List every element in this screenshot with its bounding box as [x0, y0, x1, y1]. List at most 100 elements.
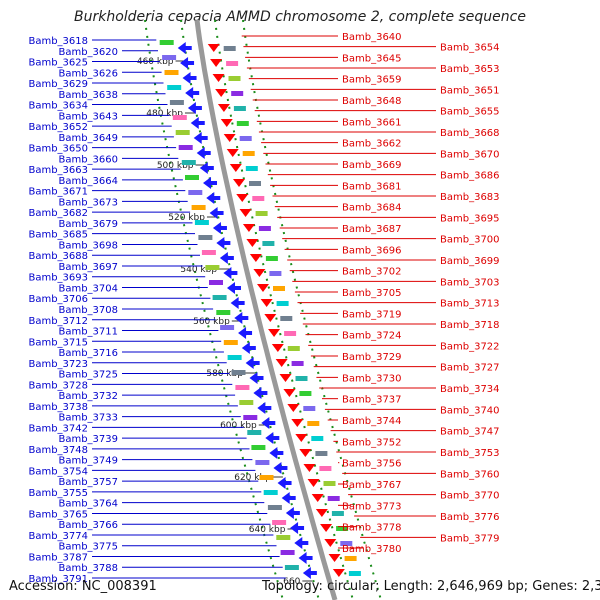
gene-label-right: Bamb_3773: [342, 501, 402, 512]
reverse-gene-arrow: [303, 464, 316, 472]
gene-label-left: Bamb_3685: [28, 230, 88, 241]
reverse-gene-arrow: [246, 239, 259, 247]
gene-label-left: Bamb_3739: [58, 434, 118, 445]
gene-label-right: Bamb_3780: [342, 544, 402, 555]
feature-block: [269, 271, 282, 276]
gene-label-right: Bamb_3730: [342, 373, 402, 384]
reverse-gene-arrow: [233, 179, 246, 187]
feature-block: [227, 355, 242, 360]
feature-block: [169, 100, 184, 105]
gene-label-right: Bamb_3695: [440, 213, 500, 224]
forward-gene-arrow: [238, 327, 253, 339]
feature-block: [287, 346, 300, 351]
gene-label-left: Bamb_3715: [28, 337, 88, 348]
gene-label-left: Bamb_3716: [58, 348, 118, 359]
gene-label-left: Bamb_3679: [58, 219, 118, 230]
feature-block: [228, 76, 241, 81]
reverse-gene-arrow: [242, 224, 255, 232]
reverse-gene-arrow: [324, 539, 337, 547]
reverse-gene-arrow: [307, 479, 320, 487]
reverse-gene-arrow: [279, 374, 292, 382]
gene-label-left: Bamb_3650: [28, 144, 88, 155]
feature-block: [284, 331, 297, 336]
feature-block: [276, 535, 291, 540]
reverse-gene-arrow: [239, 209, 252, 217]
feature-block: [303, 406, 316, 411]
reverse-gene-arrow: [229, 164, 242, 172]
genome-backbone: [194, 19, 338, 600]
gene-label-left: Bamb_3742: [28, 423, 88, 434]
feature-block: [280, 550, 295, 555]
gene-label-left: Bamb_3787: [28, 552, 88, 563]
feature-block: [255, 211, 268, 216]
gene-label-right: Bamb_3662: [342, 139, 402, 150]
tick-label: 660: [283, 577, 300, 587]
feature-block: [172, 115, 187, 120]
feature-block: [223, 46, 236, 51]
feature-block: [239, 400, 254, 405]
forward-gene-arrow: [281, 492, 296, 504]
gene-label-right: Bamb_3778: [342, 523, 402, 534]
forward-gene-arrow: [257, 402, 272, 414]
gene-label-left: Bamb_3775: [58, 542, 118, 553]
feature-block: [188, 190, 203, 195]
feature-block: [245, 166, 258, 171]
gene-label-right: Bamb_3653: [440, 64, 500, 75]
feature-block: [262, 241, 275, 246]
feature-block: [167, 85, 182, 90]
gene-label-left: Bamb_3671: [28, 187, 88, 198]
forward-gene-arrow: [219, 252, 234, 264]
feature-block: [242, 151, 255, 156]
gene-label-right: Bamb_3724: [342, 331, 402, 342]
feature-block: [249, 181, 261, 186]
feature-block: [226, 61, 239, 66]
feature-block: [315, 451, 328, 456]
feature-block: [319, 466, 332, 471]
feature-block: [191, 205, 206, 210]
feature-block: [185, 175, 199, 180]
gene-label-left: Bamb_3764: [58, 499, 118, 510]
feature-block: [265, 256, 278, 261]
gene-label-right: Bamb_3681: [342, 181, 402, 192]
feature-block: [198, 235, 213, 240]
feature-block: [273, 286, 285, 291]
feature-block: [209, 280, 223, 285]
feature-block: [272, 520, 287, 525]
gene-label-left: Bamb_3688: [28, 251, 88, 262]
reverse-gene-arrow: [217, 104, 230, 112]
gene-label-left: Bamb_3733: [58, 413, 118, 424]
gene-label-right: Bamb_3713: [440, 299, 500, 310]
feature-block: [247, 430, 262, 435]
tick-label: 560 kbp: [193, 317, 230, 327]
reverse-gene-arrow: [256, 284, 269, 292]
reverse-gene-arrow: [311, 494, 324, 502]
gene-label-left: Bamb_3791: [28, 574, 88, 585]
gene-label-right: Bamb_3661: [342, 117, 402, 128]
forward-gene-arrow: [203, 177, 218, 189]
reverse-gene-arrow: [328, 554, 341, 562]
gene-label-right: Bamb_3669: [342, 160, 402, 171]
forward-gene-arrow: [196, 147, 211, 159]
reverse-gene-arrow: [220, 119, 233, 127]
feature-block: [162, 55, 177, 60]
feature-block: [194, 220, 209, 225]
outer-left-boundary: [144, 19, 284, 600]
reverse-gene-arrow: [249, 254, 262, 262]
gene-label-right: Bamb_3705: [342, 288, 402, 299]
gene-label-left: Bamb_3673: [58, 197, 118, 208]
forward-gene-arrow: [273, 462, 288, 474]
reverse-gene-arrow: [299, 449, 312, 457]
gene-label-left: Bamb_3706: [28, 294, 88, 305]
gene-label-left: Bamb_3643: [58, 111, 118, 122]
feature-block: [220, 325, 235, 330]
feature-block: [280, 316, 293, 321]
gene-label-right: Bamb_3770: [440, 491, 500, 502]
gene-label-left: Bamb_3754: [28, 466, 88, 477]
forward-gene-arrow: [230, 297, 245, 309]
gene-label-right: Bamb_3776: [440, 512, 500, 523]
reverse-gene-arrow: [275, 359, 288, 367]
gene-label-left: Bamb_3618: [28, 36, 88, 47]
feature-block: [223, 340, 238, 345]
feature-block: [159, 40, 174, 45]
